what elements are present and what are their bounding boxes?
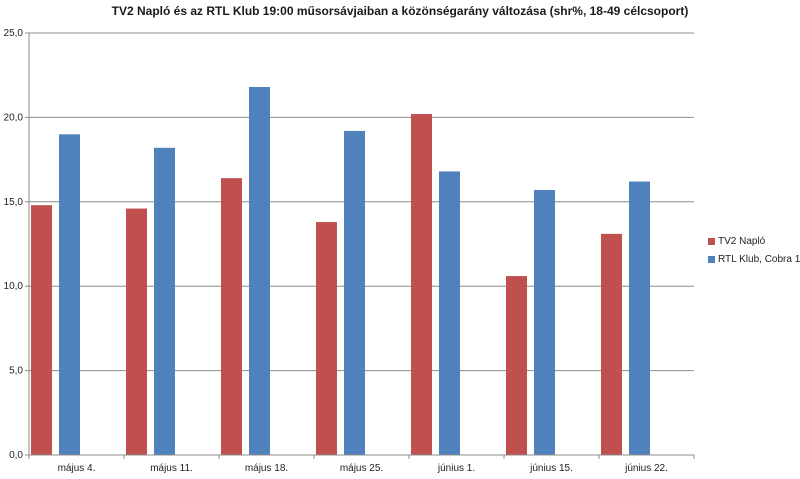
tick-labels: 0,0 5,0 10,0 15,0 20,0 25,0 május 4. május 11. m… (4, 28, 668, 474)
bar-rtl (629, 181, 650, 455)
x-tick-label: május 11. (150, 463, 193, 474)
x-tick-label: május 25. (340, 463, 383, 474)
bar-rtl (534, 189, 555, 455)
bar-tv2 (411, 114, 432, 456)
y-tick-label: 20,0 (4, 112, 24, 123)
x-tick-label: június 15. (529, 463, 573, 474)
legend-item: RTL Klub, Cobra 11 (708, 250, 800, 268)
chart-title: TV2 Napló és az RTL Klub 19:00 műsorsávj… (111, 4, 689, 18)
x-tick-label: június 22. (624, 463, 668, 474)
y-tick-label: 10,0 (4, 281, 24, 292)
bar-rtl (344, 130, 365, 456)
bar-tv2 (31, 205, 52, 455)
bar-tv2 (601, 233, 622, 455)
legend-swatch-tv2 (708, 237, 715, 245)
y-tick-label: 0,0 (9, 450, 23, 461)
bar-tv2 (221, 178, 242, 455)
axes (25, 32, 695, 459)
bar-tv2 (506, 276, 527, 455)
y-tick-label: 5,0 (9, 366, 23, 377)
legend-item: TV2 Napló (708, 232, 800, 250)
bar-rtl (154, 147, 175, 455)
bar-rtl (439, 171, 460, 455)
bar-tv2 (126, 208, 147, 455)
bar-tv2 (316, 222, 337, 455)
x-tick-label: május 4. (58, 463, 96, 474)
bar-rtl (249, 87, 270, 456)
legend-swatch-rtl (708, 255, 715, 263)
legend-label-rtl: RTL Klub, Cobra 11 (718, 253, 800, 265)
legend: TV2 Napló RTL Klub, Cobra 11 (708, 232, 800, 268)
y-tick-label: 25,0 (4, 28, 24, 39)
bar-rtl (59, 134, 80, 455)
x-tick-label: május 18. (245, 463, 288, 474)
y-tick-label: 15,0 (4, 197, 24, 208)
bars (31, 87, 650, 456)
legend-label-tv2: TV2 Napló (718, 235, 766, 247)
x-tick-label: június 1. (437, 463, 475, 474)
